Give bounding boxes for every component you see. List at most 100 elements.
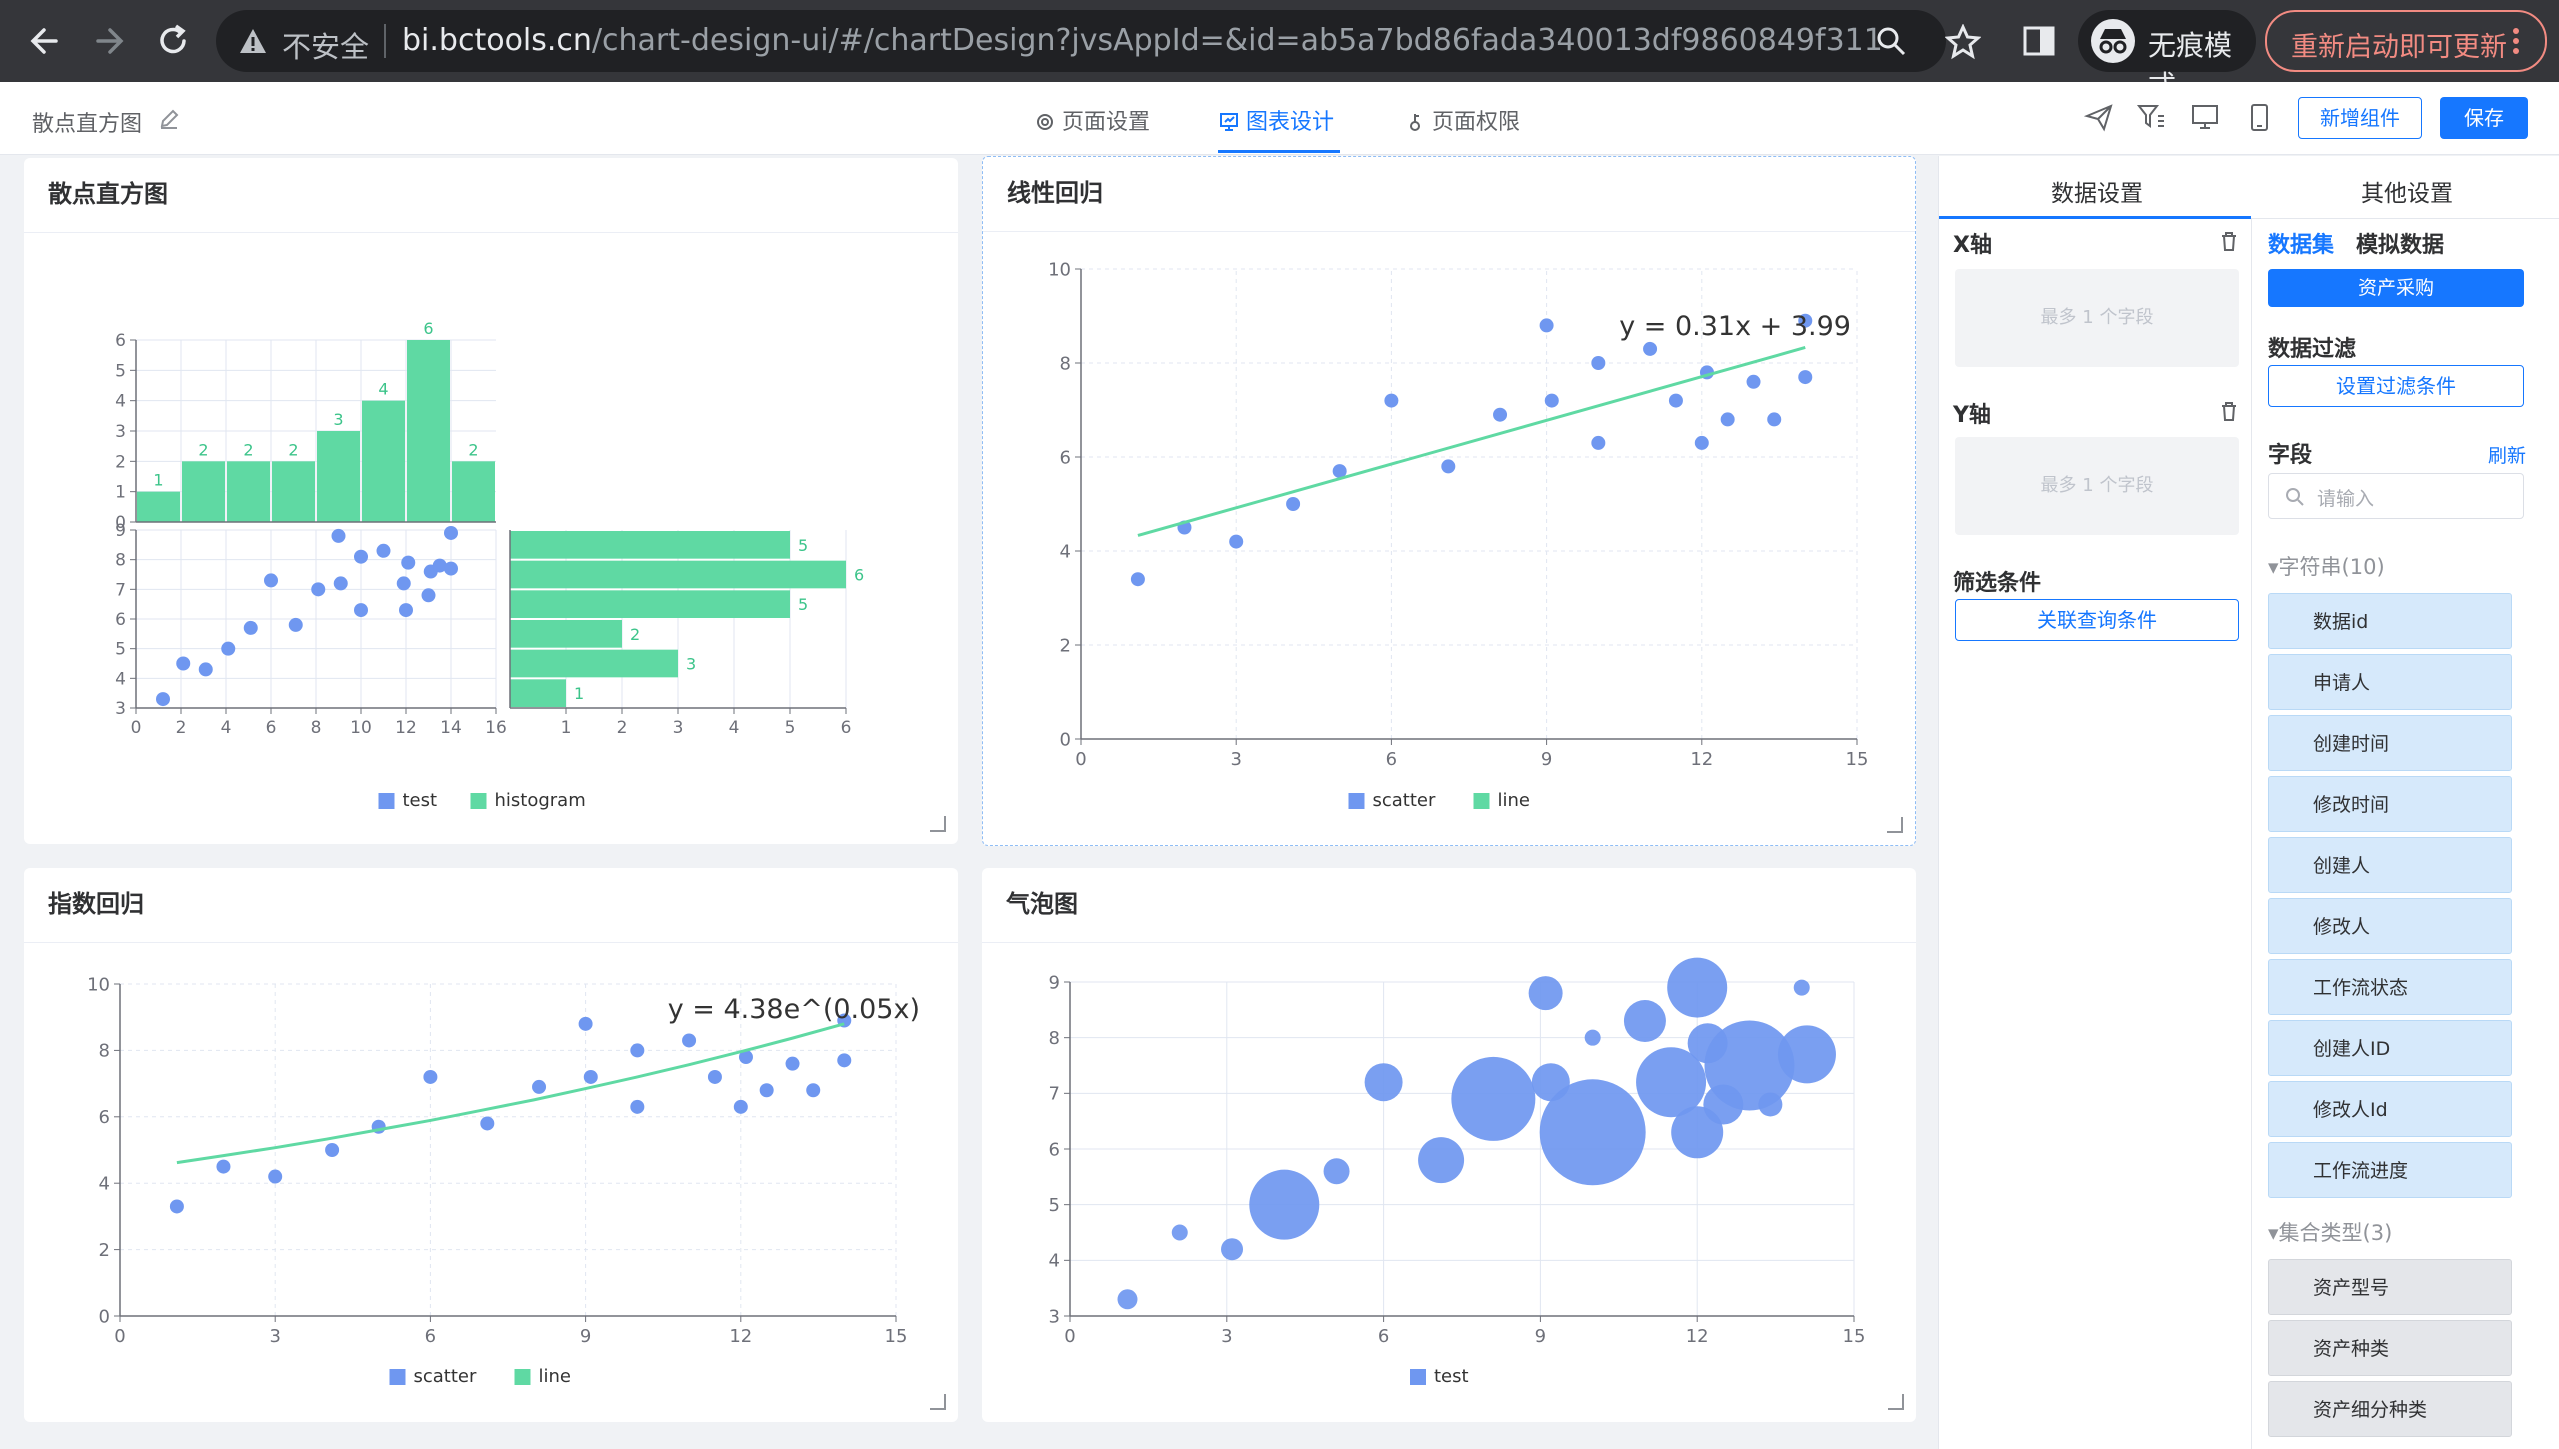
reload-icon[interactable] bbox=[152, 20, 194, 62]
x-tick-label: 3 bbox=[1221, 1326, 1232, 1347]
save-button[interactable]: 保存 bbox=[2440, 97, 2528, 139]
bubble-point bbox=[1418, 1137, 1465, 1184]
mock-data-tab[interactable]: 模拟数据 bbox=[2356, 233, 2445, 258]
bubble-point bbox=[1364, 1063, 1403, 1102]
y-tick-label: 7 bbox=[1049, 1084, 1060, 1105]
forward-icon[interactable] bbox=[88, 20, 130, 62]
bar-value-label: 6 bbox=[854, 566, 864, 585]
group-string-header[interactable]: ▾字符串(10) bbox=[2268, 551, 2385, 581]
field-chip[interactable]: 创建人 bbox=[2268, 837, 2512, 893]
x-tick-label: 9 bbox=[580, 1326, 591, 1347]
page-title: 散点直方图 bbox=[32, 112, 143, 137]
histogram-bar bbox=[137, 491, 180, 522]
bubble-point bbox=[1528, 976, 1563, 1011]
add-component-button[interactable]: 新增组件 bbox=[2298, 97, 2422, 139]
field-chip[interactable]: 资产细分种类 bbox=[2268, 1381, 2512, 1437]
field-chip[interactable]: 资产种类 bbox=[2268, 1320, 2512, 1376]
designer-header: 散点直方图 页面设置 图表设计 页面权限 新增组件 保存 bbox=[0, 82, 2559, 155]
scatter-point bbox=[1798, 313, 1813, 328]
mobile-icon[interactable] bbox=[2244, 102, 2274, 132]
back-icon[interactable] bbox=[24, 20, 66, 62]
resize-handle[interactable] bbox=[1887, 817, 1903, 833]
trash-icon[interactable] bbox=[2219, 401, 2239, 423]
field-chip[interactable]: 资产型号 bbox=[2268, 1259, 2512, 1315]
caret-down-icon: ▾ bbox=[2268, 555, 2279, 579]
field-chip[interactable]: 创建时间 bbox=[2268, 715, 2512, 771]
bubble-point bbox=[1323, 1158, 1350, 1185]
legend-label: scatter bbox=[1373, 790, 1436, 811]
url-text[interactable]: bi.bctools.cn/chart-design-ui/#/chartDes… bbox=[402, 23, 1883, 58]
resize-handle[interactable] bbox=[930, 816, 946, 832]
field-chip[interactable]: 修改人Id bbox=[2268, 1081, 2512, 1137]
warning-icon bbox=[240, 29, 266, 53]
histogram-bar bbox=[510, 560, 846, 589]
tab-chart-design[interactable]: 图表设计 bbox=[1218, 104, 1334, 136]
filter-icon[interactable] bbox=[2136, 102, 2166, 132]
search-icon bbox=[2286, 488, 2304, 506]
scatter-point bbox=[1384, 393, 1399, 408]
field-chip[interactable]: 数据id bbox=[2268, 593, 2512, 649]
incognito-badge[interactable]: 无痕模式 bbox=[2078, 10, 2256, 102]
chart-panel-scatter-histogram[interactable]: 散点直方图 0 2 4 6 8 10 12 14 16 3 4 5 6 7 8 9 1 2 2 2 3 4 6 2 0 1 2 3 4 5… bbox=[24, 158, 958, 844]
field-search-input[interactable]: 请输入 bbox=[2268, 473, 2524, 519]
dataset-select-button[interactable]: 资产采购 bbox=[2268, 269, 2524, 307]
trash-icon[interactable] bbox=[2219, 231, 2239, 253]
zoom-icon[interactable] bbox=[1876, 26, 1906, 56]
y-axis-drop-slot[interactable]: 最多 1 个字段 bbox=[1955, 437, 2239, 535]
legend-swatch bbox=[389, 1369, 406, 1385]
send-icon[interactable] bbox=[2084, 102, 2114, 132]
field-chip[interactable]: 工作流状态 bbox=[2268, 959, 2512, 1015]
scatter-point bbox=[707, 1069, 722, 1084]
tab-data-settings[interactable]: 数据设置 bbox=[2051, 181, 2143, 207]
scatter-point bbox=[354, 603, 368, 618]
link-query-button[interactable]: 关联查询条件 bbox=[1955, 599, 2239, 641]
x-tick-label: 12 bbox=[1690, 749, 1713, 770]
x-axis-drop-slot[interactable]: 最多 1 个字段 bbox=[1955, 269, 2239, 367]
scatter-point bbox=[1130, 572, 1145, 587]
bar-value-label: 3 bbox=[686, 655, 696, 674]
scatter-point bbox=[396, 576, 411, 591]
y-tick-label: 6 bbox=[1049, 1139, 1060, 1160]
histogram-bar bbox=[227, 461, 270, 522]
bubble-point bbox=[1667, 957, 1728, 1018]
chart-panel-bubble[interactable]: 气泡图 0 3 6 9 12 15 3 4 5 6 7 8 9 test bbox=[982, 868, 1916, 1422]
scatter-point bbox=[1591, 435, 1606, 450]
y-tick-label: 0 bbox=[1060, 729, 1071, 750]
scatter-point bbox=[432, 558, 447, 573]
bar-value-label: 2 bbox=[198, 440, 208, 459]
address-bar[interactable]: 不安全 bi.bctools.cn/chart-design-ui/#/char… bbox=[216, 10, 1946, 72]
set-filter-button[interactable]: 设置过滤条件 bbox=[2268, 365, 2524, 407]
field-chip[interactable]: 修改时间 bbox=[2268, 776, 2512, 832]
scatter-point bbox=[333, 576, 348, 591]
desktop-icon[interactable] bbox=[2190, 102, 2220, 132]
slot-placeholder: 最多 1 个字段 bbox=[2040, 475, 2154, 496]
x-tick-label: 2 bbox=[176, 718, 187, 738]
chart-panel-exponential-regression[interactable]: 指数回归 0 3 6 9 12 15 0 2 4 6 8 10 y = 4.38e^(0.05x) sca… bbox=[24, 868, 958, 1422]
bubble-point bbox=[1584, 1029, 1601, 1046]
legend-label: line bbox=[1498, 790, 1530, 811]
edit-pencil-icon[interactable] bbox=[158, 108, 180, 130]
field-chip[interactable]: 工作流进度 bbox=[2268, 1142, 2512, 1198]
x-tick-label: 8 bbox=[311, 718, 322, 738]
side-panel-icon[interactable] bbox=[2022, 24, 2056, 58]
group-collection-header[interactable]: ▾集合类型(3) bbox=[2268, 1217, 2392, 1247]
scatter-point bbox=[156, 692, 170, 707]
resize-handle[interactable] bbox=[930, 1394, 946, 1410]
chart-panel-linear-regression[interactable]: 线性回归 0 3 6 9 12 15 0 2 4 6 8 10 y = 0.31x + 3.99 scat… bbox=[982, 156, 1916, 846]
dataset-tab[interactable]: 数据集 bbox=[2268, 233, 2335, 258]
x-tick-label: 6 bbox=[841, 718, 852, 738]
x-tick-label: 6 bbox=[266, 718, 277, 738]
scatter-point bbox=[1441, 459, 1456, 474]
tab-page-settings[interactable]: 页面设置 bbox=[1034, 104, 1150, 136]
x-tick-label: 6 bbox=[1378, 1326, 1389, 1347]
resize-handle[interactable] bbox=[1888, 1394, 1904, 1410]
field-chip[interactable]: 修改人 bbox=[2268, 898, 2512, 954]
refresh-link[interactable]: 刷新 bbox=[2488, 445, 2527, 467]
tab-other-settings[interactable]: 其他设置 bbox=[2361, 181, 2453, 207]
bookmark-star-icon[interactable] bbox=[1945, 24, 1981, 60]
field-chip[interactable]: 申请人 bbox=[2268, 654, 2512, 710]
relaunch-update-button[interactable]: 重新启动即可更新 bbox=[2265, 10, 2547, 72]
tab-page-permissions[interactable]: 页面权限 bbox=[1404, 104, 1520, 136]
field-chip[interactable]: 创建人ID bbox=[2268, 1020, 2512, 1076]
